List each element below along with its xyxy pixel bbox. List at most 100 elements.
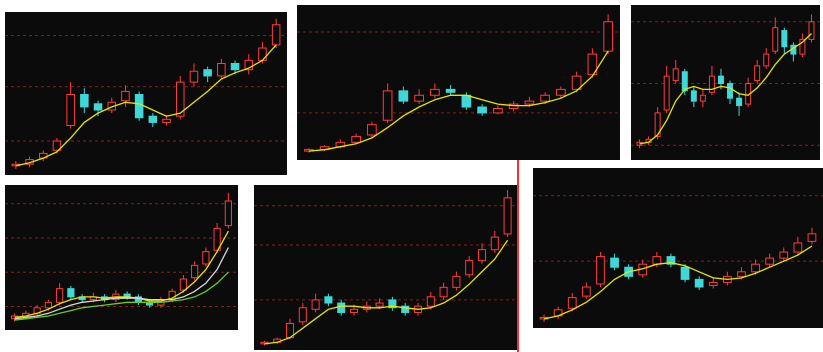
candle-body (652, 256, 662, 265)
moving-average (639, 33, 812, 145)
candle-body (298, 307, 307, 323)
candle-body (690, 90, 697, 102)
candle-body (765, 257, 775, 265)
candle-body (134, 94, 144, 119)
candle-body (699, 94, 706, 102)
chart-panel (5, 185, 238, 330)
candle-body (503, 197, 512, 235)
candle-body (708, 281, 718, 286)
candle-body (672, 68, 679, 82)
moving-average (308, 50, 609, 152)
candle-body (763, 53, 770, 67)
plot-area (631, 14, 820, 149)
chart-panel (297, 5, 620, 160)
candle-body (736, 97, 743, 107)
candle-body (727, 83, 734, 99)
candle-body (681, 71, 688, 92)
candle-body (680, 266, 690, 280)
chart-panel (5, 12, 287, 175)
candle-body (587, 53, 598, 76)
candle-body (258, 47, 267, 61)
candle-body (596, 256, 605, 285)
candle-body (666, 256, 676, 265)
candle-body (148, 115, 158, 123)
chart-panel (533, 168, 823, 328)
candle-body (694, 278, 704, 288)
plot-area (297, 14, 620, 153)
candle-body (737, 271, 746, 277)
candle-body (439, 286, 448, 298)
candle-body (337, 302, 346, 313)
candle-body (772, 27, 779, 52)
candle-body (382, 90, 393, 121)
candle-body (67, 288, 75, 298)
candle-body (751, 263, 760, 273)
candle-body (80, 94, 89, 108)
candle-body (799, 38, 806, 55)
candle-body (717, 75, 724, 85)
candle-body (610, 257, 619, 268)
candle-body (754, 65, 761, 82)
plot-area (5, 192, 238, 322)
candle-body (452, 275, 461, 288)
candle-body (708, 75, 715, 93)
candle-body (477, 249, 487, 262)
moving-average (14, 271, 229, 321)
candle-body (603, 21, 613, 52)
panel-background (5, 185, 238, 330)
candle-body (426, 296, 435, 307)
candle-body (162, 118, 171, 123)
candle-body (654, 112, 661, 137)
candle-body (349, 308, 359, 313)
candle-body (465, 260, 474, 276)
candle-body (808, 21, 815, 40)
candle-body (807, 233, 817, 242)
plot-area (533, 195, 823, 322)
candle-body (244, 59, 254, 71)
candle-body (556, 88, 566, 96)
candle-body (311, 299, 320, 310)
candle-body (540, 94, 550, 102)
candle-body (52, 140, 62, 151)
candle-body (398, 90, 409, 102)
candle-body (461, 94, 472, 108)
candle-body (66, 94, 75, 126)
candle-body (663, 75, 670, 111)
candle-body (388, 299, 397, 309)
candle-body (524, 100, 535, 105)
candle-body (202, 251, 210, 265)
candle-body (571, 75, 582, 90)
plot-area (254, 190, 518, 346)
candle-body (191, 264, 199, 279)
candle-body (44, 301, 52, 309)
moving-average (14, 230, 229, 319)
panel-background (533, 168, 823, 328)
moving-average (14, 247, 229, 320)
candle-body (401, 305, 410, 313)
candle-body (121, 90, 130, 102)
candle-body (490, 236, 499, 251)
candle-body (217, 63, 226, 77)
candle-body (493, 107, 503, 114)
moving-average (543, 245, 813, 320)
candle-body (351, 135, 361, 143)
candle-body (581, 286, 591, 297)
chart-panel (254, 185, 518, 350)
candle-body (567, 297, 577, 309)
candle-body (367, 124, 377, 136)
candle-body (477, 106, 487, 114)
panel-background (254, 185, 518, 350)
candle-body (230, 63, 240, 71)
candle-body (508, 103, 519, 109)
candle-body (793, 242, 803, 253)
candle-body (430, 88, 440, 96)
plot-area (5, 18, 287, 169)
panel-background (5, 12, 287, 175)
candle-body (175, 81, 185, 117)
candle-body (271, 24, 281, 46)
candle-body (224, 200, 232, 227)
candle-body (414, 94, 424, 102)
panel-background (631, 5, 820, 160)
candle-body (93, 103, 103, 111)
